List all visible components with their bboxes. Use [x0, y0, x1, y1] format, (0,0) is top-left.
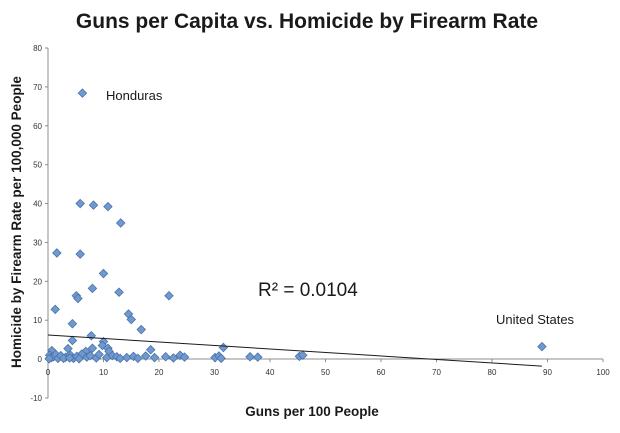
x-axis-ticks: 0 10 20 30 40 50 60 70 80 90 100: [46, 359, 610, 377]
x-tick-label: 50: [321, 368, 330, 377]
y-axis-label: Homicide by Firearm Rate per 100,000 Peo…: [9, 76, 24, 368]
data-point: [86, 331, 97, 341]
annotation-honduras: Honduras: [106, 88, 163, 103]
data-point: [122, 352, 132, 363]
data-point: [133, 353, 143, 364]
y-tick-label: 10: [33, 316, 42, 325]
data-point: [115, 218, 126, 228]
x-tick-label: 90: [543, 368, 552, 377]
y-tick-label: 80: [33, 44, 42, 53]
data-point: [126, 314, 137, 325]
data-point: [253, 352, 263, 362]
x-tick-label: 60: [377, 368, 386, 377]
data-point: [160, 352, 171, 362]
trendline: [47, 334, 542, 367]
data-point: [52, 248, 62, 258]
data-point: [128, 351, 139, 362]
r-squared-label: R² = 0.0104: [258, 280, 358, 301]
x-tick-label: 0: [46, 368, 51, 377]
x-tick-label: 30: [210, 368, 219, 377]
chart-title: Guns per Capita vs. Homicide by Firearm …: [76, 10, 538, 33]
y-tick-label: 30: [33, 238, 42, 247]
data-point: [74, 353, 84, 364]
y-tick-label: 60: [33, 122, 42, 131]
data-point: [537, 341, 547, 352]
data-point: [297, 350, 308, 360]
x-tick-label: 20: [155, 368, 164, 377]
data-point: [75, 249, 85, 259]
data-point: [98, 268, 109, 279]
data-points: [44, 88, 547, 364]
y-axis-ticks: 80 70 60 50 40 30 20 10 0 -10: [30, 44, 48, 403]
annotation-united-states: United States: [496, 312, 575, 327]
y-tick-label: 40: [33, 200, 42, 209]
data-point: [140, 351, 151, 361]
data-point: [164, 290, 174, 301]
y-tick-label: 50: [33, 161, 42, 170]
data-point: [145, 345, 156, 355]
y-tick-label: -10: [30, 394, 42, 403]
data-point: [44, 353, 54, 364]
data-point: [73, 293, 83, 304]
x-tick-label: 70: [432, 368, 441, 377]
x-axis-label: Guns per 100 People: [245, 404, 379, 419]
data-point: [87, 283, 98, 294]
data-point: [168, 353, 179, 363]
data-point: [103, 201, 113, 212]
data-point: [114, 287, 124, 297]
data-point: [75, 198, 85, 209]
y-tick-label: 70: [33, 83, 42, 92]
data-point: [64, 353, 75, 363]
y-tick-label: 20: [33, 277, 42, 286]
data-point: [216, 353, 226, 364]
data-point: [67, 335, 78, 346]
data-point: [50, 304, 60, 315]
data-point: [67, 318, 78, 329]
x-tick-label: 40: [266, 368, 275, 377]
data-point: [94, 349, 104, 360]
x-tick-label: 100: [596, 368, 610, 377]
data-point: [179, 352, 190, 362]
data-point: [87, 343, 98, 353]
x-tick-label: 10: [99, 368, 108, 377]
data-point: [218, 342, 229, 353]
data-point: [77, 88, 88, 98]
x-tick-label: 80: [488, 368, 497, 377]
data-point: [88, 200, 99, 210]
data-point: [245, 352, 255, 362]
data-point: [136, 324, 147, 335]
y-tick-label: 0: [38, 355, 43, 364]
data-point: [149, 352, 160, 363]
